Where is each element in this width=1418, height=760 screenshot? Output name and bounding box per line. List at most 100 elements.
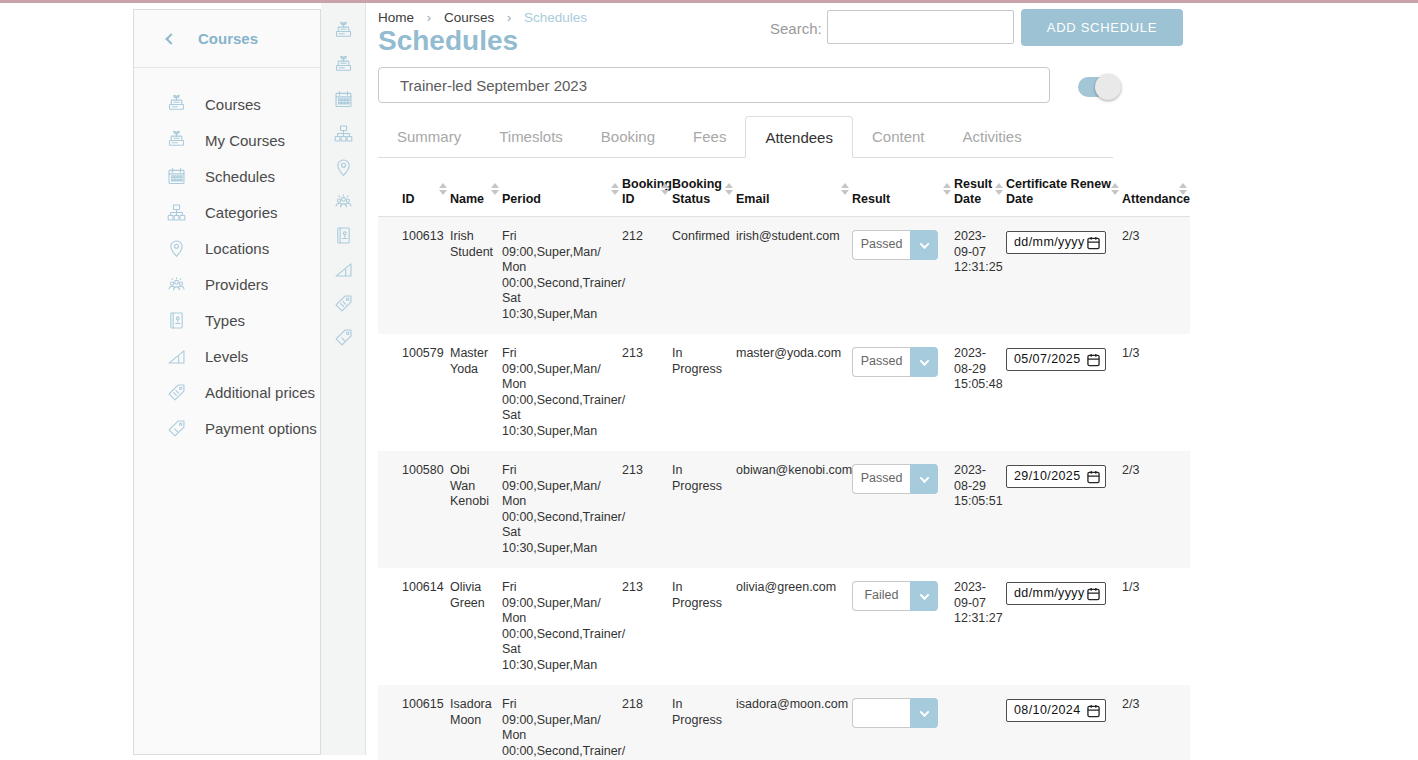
result-select-chevron-down-icon[interactable] bbox=[910, 581, 938, 611]
certificate-renew-date-input[interactable]: dd/mm/yyyy bbox=[1006, 231, 1106, 254]
sidebar-item-schedules[interactable]: Schedules bbox=[134, 158, 320, 194]
result-select-value bbox=[852, 698, 910, 728]
column-header-attendance[interactable]: Attendance bbox=[1122, 192, 1190, 207]
sidebar-item-courses[interactable]: Courses bbox=[134, 86, 320, 122]
result-select[interactable]: Passed bbox=[852, 464, 938, 494]
cell-attendance: 1/3 bbox=[1122, 580, 1190, 673]
result-select-chevron-down-icon[interactable] bbox=[910, 347, 938, 377]
cell-result: Passed bbox=[852, 463, 954, 556]
add-schedule-button[interactable]: ADD SCHEDULE bbox=[1021, 9, 1183, 46]
attendees-table: IDNamePeriodBooking IDBooking StatusEmai… bbox=[378, 170, 1190, 760]
calendar-icon[interactable] bbox=[1087, 353, 1100, 367]
cell-booking-id: 213 bbox=[622, 346, 672, 439]
cell-id: 100580 bbox=[402, 463, 450, 556]
rail-categories-icon[interactable] bbox=[332, 122, 354, 144]
column-header-booking-status[interactable]: Booking Status bbox=[672, 177, 736, 207]
sidebar-item-types[interactable]: Types bbox=[134, 302, 320, 338]
rail-additional-prices-icon[interactable] bbox=[332, 292, 354, 314]
cell-result-date: 2023-09-07 12:31:25 bbox=[954, 229, 1006, 322]
certificate-renew-date-input[interactable]: 05/07/2025 bbox=[1006, 348, 1106, 371]
calendar-icon[interactable] bbox=[1087, 587, 1100, 601]
cell-name: Olivia Green bbox=[450, 580, 502, 673]
sidebar-item-providers[interactable]: Providers bbox=[134, 266, 320, 302]
cell-email: olivia@green.com bbox=[736, 580, 852, 673]
breadcrumb-home[interactable]: Home bbox=[378, 10, 414, 25]
rail-payment-options-icon[interactable] bbox=[332, 326, 354, 348]
rail-providers-icon[interactable] bbox=[332, 190, 354, 212]
calendar-icon[interactable] bbox=[1087, 704, 1100, 718]
sidebar-item-levels[interactable]: Levels bbox=[134, 338, 320, 374]
cell-result: Passed bbox=[852, 229, 954, 322]
rail-courses-icon[interactable] bbox=[332, 20, 354, 42]
calendar-icon[interactable] bbox=[1087, 236, 1100, 250]
sort-arrows-icon[interactable] bbox=[841, 183, 849, 195]
cell-attendance: 2/3 bbox=[1122, 463, 1190, 556]
tab-fees[interactable]: Fees bbox=[674, 116, 745, 157]
cell-booking-id: 213 bbox=[622, 580, 672, 673]
sidebar-item-categories[interactable]: Categories bbox=[134, 194, 320, 230]
certificate-renew-date-input[interactable]: dd/mm/yyyy bbox=[1006, 582, 1106, 605]
rail-schedules-icon[interactable] bbox=[332, 88, 354, 110]
result-select-value: Failed bbox=[852, 581, 910, 611]
sidebar-item-additional-prices[interactable]: Additional prices bbox=[134, 374, 320, 410]
sort-arrows-icon[interactable] bbox=[491, 183, 499, 195]
cell-email: master@yoda.com bbox=[736, 346, 852, 439]
sidebar-item-locations[interactable]: Locations bbox=[134, 230, 320, 266]
cell-name: Obi Wan Kenobi bbox=[450, 463, 502, 556]
sidebar-item-label: Categories bbox=[205, 204, 278, 221]
cell-id: 100615 bbox=[402, 697, 450, 760]
column-header-email[interactable]: Email bbox=[736, 192, 852, 207]
result-select[interactable]: Failed bbox=[852, 581, 938, 611]
sidebar-item-my-courses[interactable]: My Courses bbox=[134, 122, 320, 158]
rail-types-icon[interactable] bbox=[332, 224, 354, 246]
column-header-id[interactable]: ID bbox=[402, 192, 450, 207]
result-select[interactable]: Passed bbox=[852, 230, 938, 260]
sort-arrows-icon[interactable] bbox=[1111, 183, 1119, 195]
result-select-chevron-down-icon[interactable] bbox=[910, 698, 938, 728]
sidebar-item-label: Additional prices bbox=[205, 384, 315, 401]
categories-icon bbox=[165, 201, 187, 223]
sort-arrows-icon[interactable] bbox=[1179, 183, 1187, 195]
column-header-name[interactable]: Name bbox=[450, 192, 502, 207]
certificate-renew-date-input[interactable]: 29/10/2025 bbox=[1006, 465, 1106, 488]
toggle-knob[interactable] bbox=[1095, 74, 1121, 100]
sidebar-back-header[interactable]: Courses bbox=[134, 10, 320, 68]
result-select[interactable] bbox=[852, 698, 938, 728]
rail-my-courses-icon[interactable] bbox=[332, 54, 354, 76]
search-input[interactable] bbox=[827, 10, 1014, 44]
certificate-renew-date-input[interactable]: 08/10/2024 bbox=[1006, 699, 1106, 722]
tab-attendees[interactable]: Attendees bbox=[745, 116, 853, 158]
column-header-period[interactable]: Period bbox=[502, 192, 622, 207]
schedule-name-input[interactable] bbox=[378, 67, 1050, 103]
date-input-value: 05/07/2025 bbox=[1014, 352, 1081, 368]
cell-result-date: 2023-08-29 15:05:48 bbox=[954, 346, 1006, 439]
rail-levels-icon[interactable] bbox=[332, 258, 354, 280]
column-header-result-date[interactable]: Result Date bbox=[954, 177, 1006, 207]
cell-id: 100614 bbox=[402, 580, 450, 673]
result-select-chevron-down-icon[interactable] bbox=[910, 464, 938, 494]
calendar-icon[interactable] bbox=[1087, 470, 1100, 484]
result-select-chevron-down-icon[interactable] bbox=[910, 230, 938, 260]
tab-summary[interactable]: Summary bbox=[378, 116, 480, 157]
tab-timeslots[interactable]: Timeslots bbox=[480, 116, 582, 157]
rail-locations-icon[interactable] bbox=[332, 156, 354, 178]
breadcrumb-courses[interactable]: Courses bbox=[444, 10, 494, 25]
result-select[interactable]: Passed bbox=[852, 347, 938, 377]
sort-arrows-icon[interactable] bbox=[995, 183, 1003, 195]
column-header-certificate-renew-date[interactable]: Certificate Renew Date bbox=[1006, 177, 1122, 207]
tab-booking[interactable]: Booking bbox=[582, 116, 674, 157]
column-header-result[interactable]: Result bbox=[852, 192, 954, 207]
tab-content[interactable]: Content bbox=[853, 116, 944, 157]
sort-arrows-icon[interactable] bbox=[725, 183, 733, 195]
table-row: 100614 Olivia Green Fri 09:00,Super,Man/… bbox=[378, 568, 1190, 685]
column-header-booking-id[interactable]: Booking ID bbox=[622, 177, 672, 207]
sort-arrows-icon[interactable] bbox=[661, 183, 669, 195]
sort-arrows-icon[interactable] bbox=[943, 183, 951, 195]
tab-bar: Summary Timeslots Booking Fees Attendees… bbox=[378, 116, 1113, 158]
sort-arrows-icon[interactable] bbox=[439, 183, 447, 195]
toggle-switch[interactable] bbox=[1078, 77, 1118, 97]
back-chevron-icon[interactable] bbox=[165, 33, 176, 44]
tab-activities[interactable]: Activities bbox=[944, 116, 1041, 157]
sidebar-item-payment-options[interactable]: Payment options bbox=[134, 410, 320, 446]
sort-arrows-icon[interactable] bbox=[611, 183, 619, 195]
